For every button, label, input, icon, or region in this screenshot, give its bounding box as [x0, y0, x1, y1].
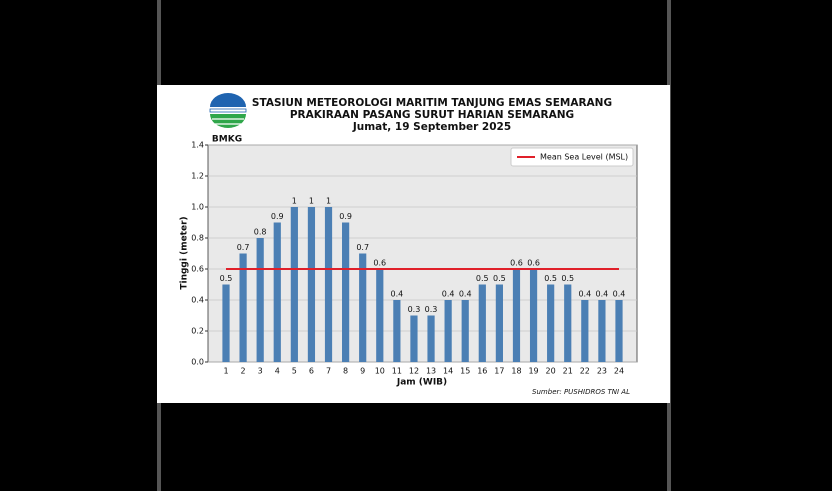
plot-area	[207, 144, 638, 363]
bar	[359, 253, 367, 362]
y-tick-label: 0.0	[191, 358, 204, 367]
x-tick-label: 14	[443, 367, 453, 376]
bar	[324, 207, 333, 362]
data-label: 0.5	[493, 274, 506, 283]
bar	[273, 222, 281, 362]
data-label: 0.4	[459, 290, 472, 299]
bar	[256, 238, 264, 362]
data-label: 0.4	[596, 290, 609, 299]
x-tick-label: 24	[614, 367, 624, 376]
x-tick-label: 15	[460, 367, 470, 376]
bar	[547, 284, 555, 362]
data-label: 0.6	[373, 259, 386, 268]
bar	[427, 315, 435, 362]
y-axis-label: Tinggi (meter)	[180, 216, 190, 289]
logo-text: BMKG	[212, 135, 242, 145]
data-label: 0.4	[391, 290, 404, 299]
bar	[461, 300, 469, 362]
data-label: 1	[326, 197, 331, 206]
bar	[239, 253, 247, 362]
bar	[376, 269, 384, 362]
data-label: 0.4	[613, 290, 626, 299]
bar	[598, 300, 606, 362]
x-tick-label: 13	[426, 367, 436, 376]
x-tick-label: 1	[223, 367, 228, 376]
y-tick-label: 0.2	[191, 327, 204, 336]
data-label: 0.7	[356, 243, 369, 252]
x-tick-label: 21	[563, 367, 573, 376]
data-label: 0.8	[254, 228, 267, 237]
chart-date: Jumat, 19 September 2025	[352, 121, 511, 133]
data-label: 0.6	[510, 259, 523, 268]
x-tick-label: 2	[241, 367, 246, 376]
legend-label: Mean Sea Level (MSL)	[540, 153, 628, 162]
bar	[581, 300, 589, 362]
x-tick-label: 7	[326, 367, 331, 376]
x-tick-label: 5	[292, 367, 297, 376]
x-tick-label: 18	[511, 367, 521, 376]
y-tick-label: 0.4	[191, 296, 204, 305]
y-tick-label: 1.4	[191, 141, 204, 150]
legend-box	[510, 147, 634, 167]
source-note: Sumber: PUSHIDROS TNI AL	[532, 388, 630, 396]
data-label: 0.6	[527, 259, 540, 268]
x-tick-label: 10	[375, 367, 385, 376]
x-tick-label: 9	[360, 367, 365, 376]
bar	[495, 284, 503, 362]
bar	[615, 300, 623, 362]
data-label: 0.4	[442, 290, 455, 299]
data-label: 1	[309, 197, 314, 206]
x-tick-label: 17	[494, 367, 504, 376]
data-label: 0.9	[271, 212, 284, 221]
x-tick-label: 11	[392, 367, 402, 376]
y-tick-label: 1.2	[191, 172, 204, 181]
y-tick-label: 1.0	[191, 203, 204, 212]
bar	[222, 284, 230, 362]
x-tick-label: 6	[309, 367, 314, 376]
data-label: 0.5	[476, 274, 489, 283]
bar	[410, 315, 418, 362]
x-tick-label: 3	[258, 367, 263, 376]
logo-band	[209, 108, 247, 113]
bar	[307, 207, 316, 362]
logo-arc	[210, 93, 246, 107]
data-label: 0.7	[237, 243, 250, 252]
data-label: 0.4	[578, 290, 591, 299]
bar	[564, 284, 572, 362]
data-label: 1	[292, 197, 297, 206]
data-label: 0.9	[339, 212, 352, 221]
x-tick-label: 20	[546, 367, 556, 376]
x-tick-label: 12	[409, 367, 419, 376]
chart-subtitle: PRAKIRAAN PASANG SURUT HARIAN SEMARANG	[290, 109, 574, 121]
x-axis-label: Jam (WIB)	[396, 378, 447, 388]
data-label: 0.5	[561, 274, 574, 283]
bar	[478, 284, 486, 362]
data-label: 0.5	[220, 274, 233, 283]
data-label: 0.3	[408, 305, 421, 314]
x-tick-label: 19	[528, 367, 538, 376]
bar	[444, 300, 452, 362]
x-tick-label: 23	[597, 367, 607, 376]
bar	[342, 222, 350, 362]
bar	[529, 269, 538, 362]
y-tick-label: 0.8	[191, 234, 204, 243]
data-label: 0.3	[425, 305, 438, 314]
logo: BMKG	[209, 93, 247, 145]
x-tick-label: 8	[343, 367, 348, 376]
y-tick-label: 0.6	[191, 265, 204, 274]
x-tick-label: 22	[580, 367, 590, 376]
x-tick-label: 4	[275, 367, 280, 376]
x-tick-label: 16	[477, 367, 487, 376]
data-label: 0.5	[544, 274, 557, 283]
bar	[393, 300, 401, 362]
chart-title: STASIUN METEOROLOGI MARITIM TANJUNG EMAS…	[252, 97, 612, 109]
bar	[512, 269, 521, 362]
bar	[290, 207, 298, 362]
